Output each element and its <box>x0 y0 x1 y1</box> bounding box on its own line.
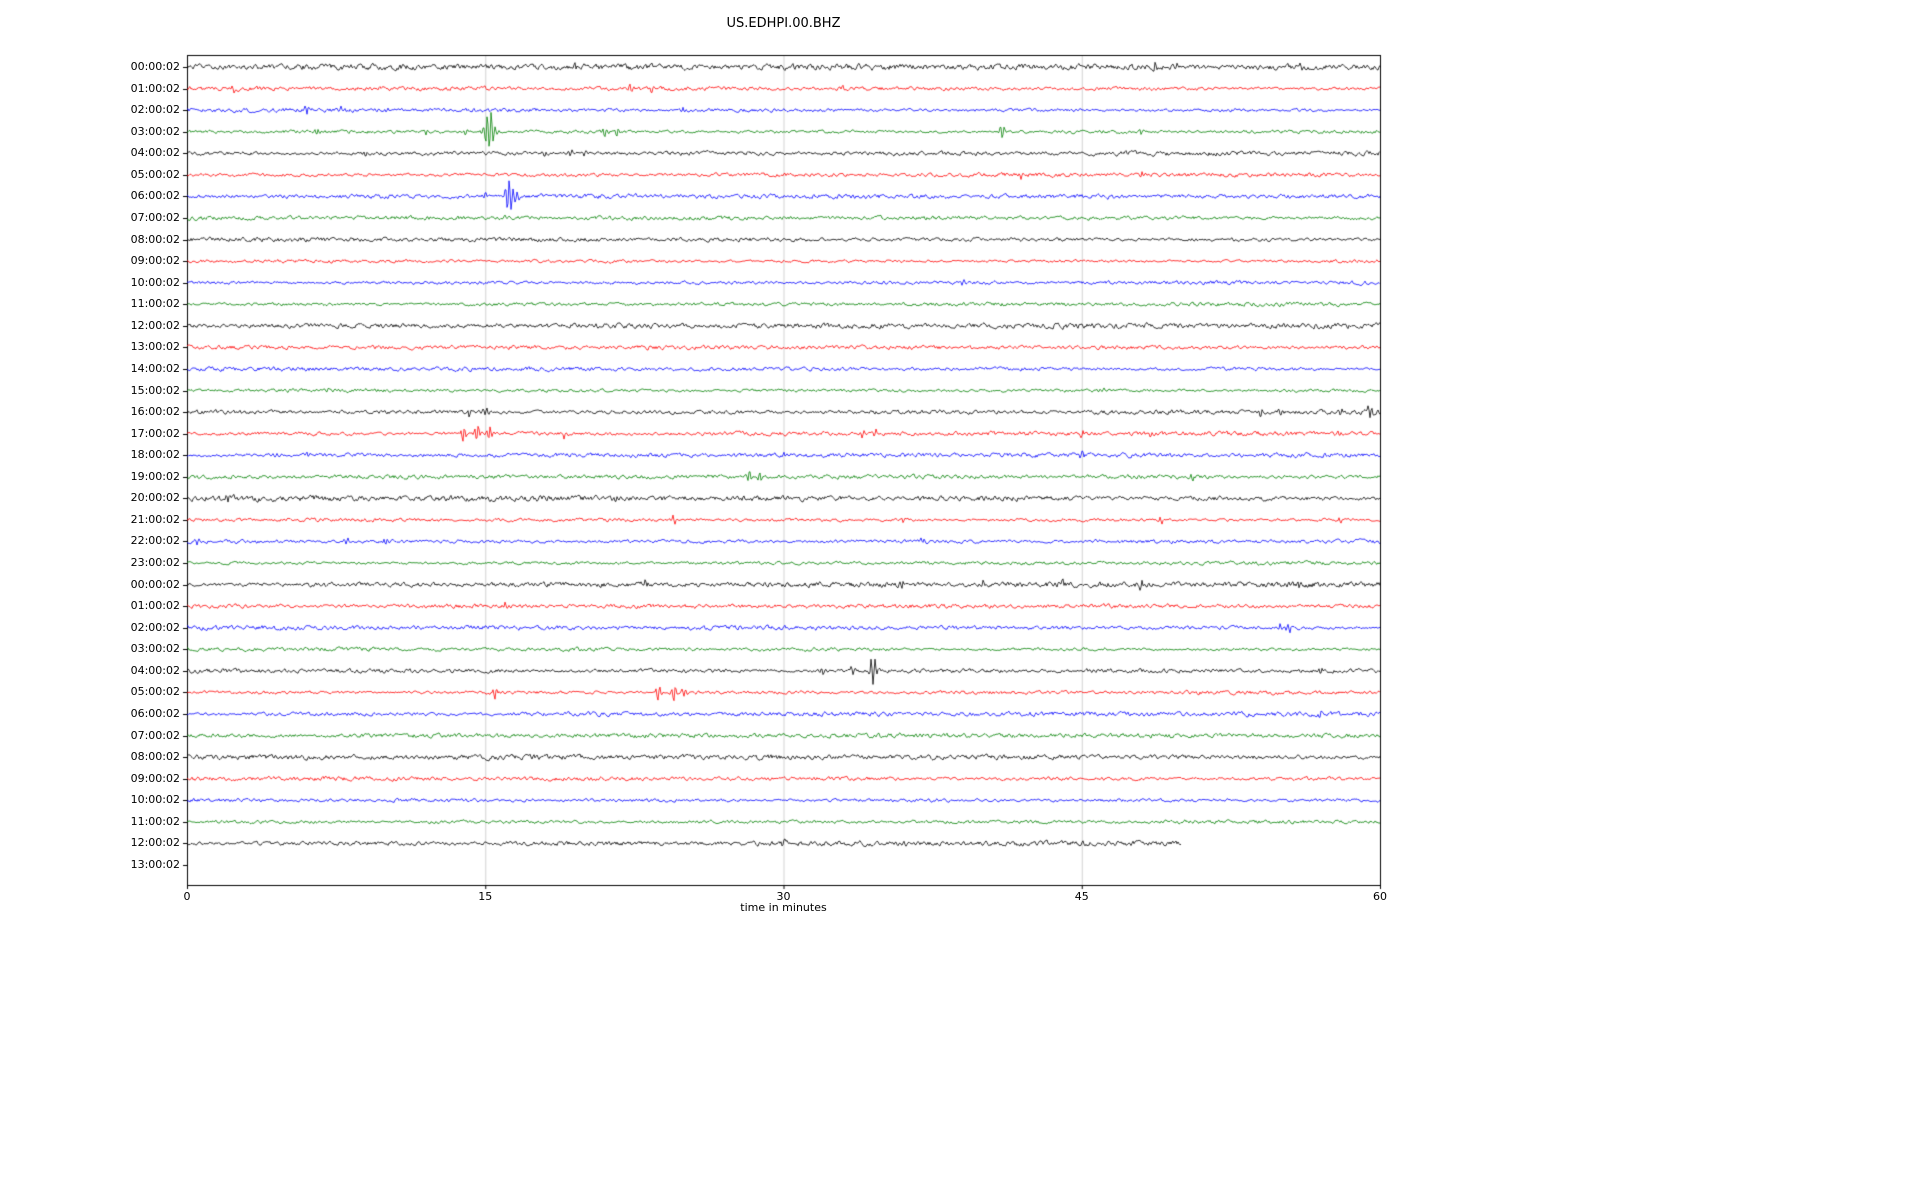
row-time-label: 14:00:02 <box>130 361 180 375</box>
row-time-label: 22:00:02 <box>130 534 180 548</box>
row-time-label: 05:00:02 <box>130 685 180 699</box>
row-time-label: 13:00:02 <box>130 858 180 871</box>
row-time-label: 12:00:02 <box>130 836 180 850</box>
x-tick-label: 45 <box>1074 890 1089 903</box>
row-time-label: 06:00:02 <box>130 707 180 721</box>
row-time-label: 03:00:02 <box>130 124 180 138</box>
x-tick-label: 15 <box>478 890 493 903</box>
row-time-label: 13:00:02 <box>130 340 180 354</box>
row-time-label: 21:00:02 <box>130 512 180 526</box>
row-time-label: 16:00:02 <box>130 405 180 419</box>
x-tick-label: 30 <box>776 890 791 903</box>
row-time-label: 04:00:02 <box>130 146 180 160</box>
row-time-label: 07:00:02 <box>130 728 180 742</box>
row-time-label: 01:00:02 <box>130 599 180 613</box>
row-time-label: 10:00:02 <box>130 793 180 807</box>
row-time-label: 08:00:02 <box>130 750 180 764</box>
row-time-label: 07:00:02 <box>130 210 180 224</box>
row-time-label: 11:00:02 <box>130 814 180 828</box>
row-time-label: 08:00:02 <box>130 232 180 246</box>
row-time-label: 01:00:02 <box>130 81 180 95</box>
row-time-label: 10:00:02 <box>130 275 180 289</box>
row-time-label: 11:00:02 <box>130 297 180 311</box>
chart-title: US.EDHPI.00.BHZ <box>726 16 841 31</box>
row-time-label: 23:00:02 <box>130 556 180 570</box>
x-axis-label: time in minutes <box>740 901 827 914</box>
x-tick-label: 60 <box>1373 890 1387 903</box>
row-time-label: 09:00:02 <box>130 771 180 785</box>
row-time-label: 20:00:02 <box>130 491 180 505</box>
row-time-label: 12:00:02 <box>130 318 180 332</box>
row-time-label: 19:00:02 <box>130 469 180 483</box>
row-time-label: 17:00:02 <box>130 426 180 440</box>
row-time-label: 15:00:02 <box>130 383 180 397</box>
x-tick-label: 0 <box>183 890 191 903</box>
row-time-label: 00:00:02 <box>130 577 180 591</box>
row-time-label: 02:00:02 <box>130 103 180 117</box>
row-time-label: 03:00:02 <box>130 642 180 656</box>
row-time-label: 18:00:02 <box>130 448 180 462</box>
row-time-label: 04:00:02 <box>130 663 180 677</box>
row-time-label: 06:00:02 <box>130 189 180 203</box>
row-time-label: 00:00:02 <box>130 60 180 73</box>
row-time-label: 02:00:02 <box>130 620 180 634</box>
row-time-label: 05:00:02 <box>130 167 180 181</box>
row-time-label: 09:00:02 <box>130 254 180 268</box>
